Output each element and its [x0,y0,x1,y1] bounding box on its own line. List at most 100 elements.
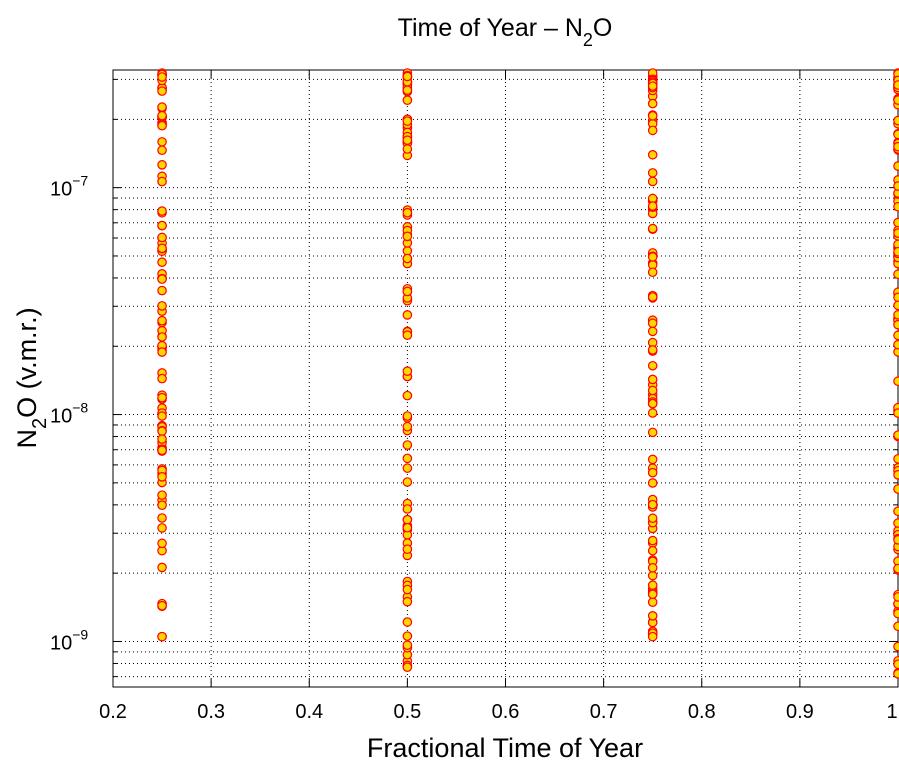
data-point [893,563,899,574]
data-point [157,102,167,112]
data-point [893,246,899,257]
data-point [647,360,658,371]
data-point [402,522,413,533]
data-point [157,137,167,147]
x-tick-label: 0.4 [295,701,323,723]
data-point [647,631,658,642]
data-point [157,72,167,82]
data-point [402,440,413,450]
data-point [647,81,658,91]
data-point [402,421,413,432]
data-point [157,562,167,573]
data-point [157,426,167,437]
data-point [647,408,658,418]
data-point [647,467,658,478]
data-point [157,392,167,403]
data-point [647,201,658,211]
data-point [893,80,899,90]
data-point [402,544,413,555]
data-point [402,596,413,607]
data-point [647,374,658,385]
data-point [402,85,413,96]
data-point [157,120,167,131]
scatter-series [893,68,899,679]
data-point [402,231,413,242]
data-point [157,285,167,296]
data-point [402,286,413,297]
data-point [157,243,167,254]
data-point [157,206,167,216]
data-point [402,135,413,145]
data-point [647,499,658,510]
data-point [647,563,658,573]
data-point [402,95,413,105]
data-point [647,385,658,396]
data-point [157,301,167,311]
data-point [893,608,899,619]
data-point [893,269,899,280]
data-point [647,545,658,556]
data-point [647,454,658,465]
data-point [157,257,167,267]
data-point [157,160,167,170]
data-point [647,610,658,621]
data-point [647,125,658,136]
scatter-series [157,68,167,642]
data-point [893,319,899,330]
data-point [157,332,167,342]
data-point [893,115,899,126]
data-point [647,111,658,121]
data-point [893,330,899,341]
data-point [402,390,413,401]
data-point [647,176,658,187]
scatter-series [647,68,658,642]
data-point [647,589,658,600]
data-point [647,597,658,607]
x-tick-label: 0.7 [590,701,618,723]
data-point [157,373,167,384]
data-point [647,267,658,278]
data-point [402,207,413,218]
x-axis-ticks: 0.2 0.3 0.4 0.5 0.6 0.7 0.8 0.9 1 [99,70,899,723]
data-point [647,168,658,178]
data-point [893,300,899,311]
data-point [402,640,413,651]
data-point [157,513,167,523]
data-point [647,427,658,438]
data-point [157,145,167,156]
data-point [893,141,899,152]
data-point [647,252,658,262]
data-point [157,445,167,456]
data-point [402,504,413,514]
data-point [893,659,899,670]
data-point [647,398,658,409]
data-point [157,631,167,642]
data-point [893,161,899,171]
data-point [402,617,413,627]
data-point [402,253,413,264]
data-point [893,408,899,418]
data-point [893,592,899,602]
data-point [157,176,167,187]
data-point [893,228,899,238]
data-point [157,411,167,421]
data-point [647,149,658,160]
y-tick-label: 10−8 [50,400,88,428]
data-point [157,434,167,444]
data-point [402,631,413,641]
data-point [402,310,413,320]
data-point [893,339,899,350]
y-axis-ticks: 10−9 10−8 10−7 [50,78,898,678]
data-point [647,513,658,524]
data-point [647,292,658,302]
x-tick-label: 0.8 [688,701,716,723]
data-point [402,477,413,487]
data-point [157,600,167,611]
data-point [647,345,658,355]
y-tick-label: 10−9 [50,626,88,654]
y-axis-label: N2O (v.m.r.) [12,307,51,448]
data-point [647,570,658,581]
data-point [157,232,167,243]
data-point [402,411,413,421]
